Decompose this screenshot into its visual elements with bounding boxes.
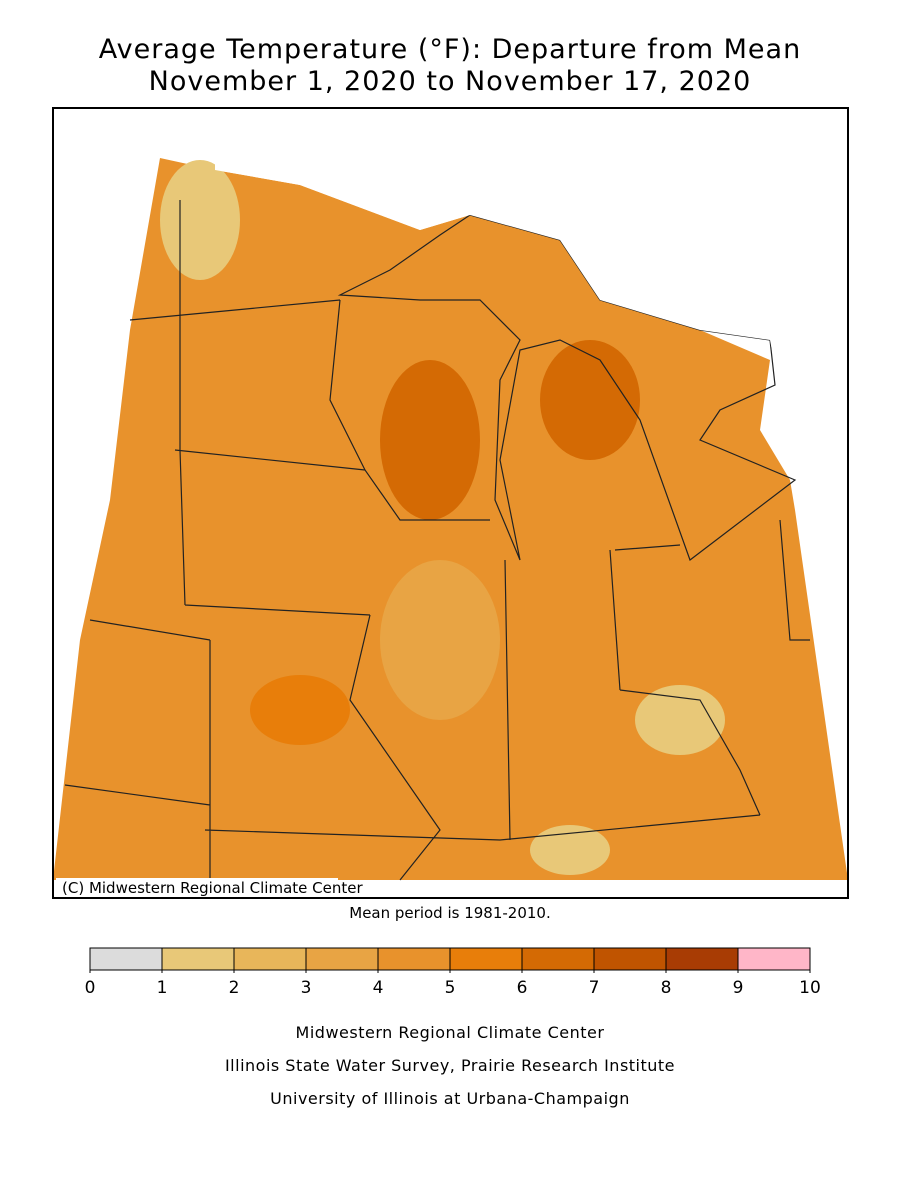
credit-line: Illinois State Water Survey, Prairie Res… xyxy=(225,1056,675,1075)
legend-swatch xyxy=(521,947,595,971)
legend-tick-label: 5 xyxy=(445,978,456,998)
mild-area xyxy=(380,560,500,720)
legend-tick-label: 0 xyxy=(85,978,96,998)
legend-tick-label: 1 xyxy=(157,978,168,998)
legend-swatch xyxy=(305,947,379,971)
warm-area xyxy=(540,340,640,460)
legend-swatch xyxy=(233,947,307,971)
warm-area xyxy=(380,360,480,520)
legend-swatch xyxy=(593,947,667,971)
cool-area xyxy=(530,825,610,875)
legend: 0 1 2 3 4 5 6 7 8 9 10 xyxy=(85,947,821,998)
copyright-bg xyxy=(56,878,338,897)
copyright: (C) Midwestern Regional Climate Center xyxy=(62,879,363,897)
canada xyxy=(215,110,470,230)
legend-swatch xyxy=(161,947,235,971)
legend-swatch xyxy=(737,947,811,971)
legend-swatch xyxy=(665,947,739,971)
credit-line: University of Illinois at Urbana-Champai… xyxy=(270,1089,630,1108)
credit-line: Midwestern Regional Climate Center xyxy=(296,1023,605,1042)
legend-tick-label: 2 xyxy=(229,978,240,998)
legend-tick-label: 7 xyxy=(589,978,600,998)
canada xyxy=(470,110,848,500)
map-frame xyxy=(52,107,849,899)
title: Average Temperature (°F): Departure from… xyxy=(99,34,801,65)
legend-tick-label: 8 xyxy=(661,978,672,998)
legend-tick-label: 4 xyxy=(373,978,384,998)
legend-tick-label: 10 xyxy=(799,978,821,998)
legend-tick-label: 6 xyxy=(517,978,528,998)
legend-tick-label: 9 xyxy=(733,978,744,998)
cool-area xyxy=(160,160,240,280)
state-borders xyxy=(64,200,810,881)
cool-area xyxy=(635,685,725,755)
legend-swatch xyxy=(449,947,523,971)
subtitle: November 1, 2020 to November 17, 2020 xyxy=(149,66,752,97)
legend-swatch xyxy=(89,947,163,971)
legend-tick-label: 3 xyxy=(301,978,312,998)
mean-period-note: Mean period is 1981-2010. xyxy=(349,904,550,922)
warm-area xyxy=(250,675,350,745)
map: (C) Midwestern Regional Climate Center xyxy=(52,107,849,899)
legend-swatch xyxy=(377,947,451,971)
